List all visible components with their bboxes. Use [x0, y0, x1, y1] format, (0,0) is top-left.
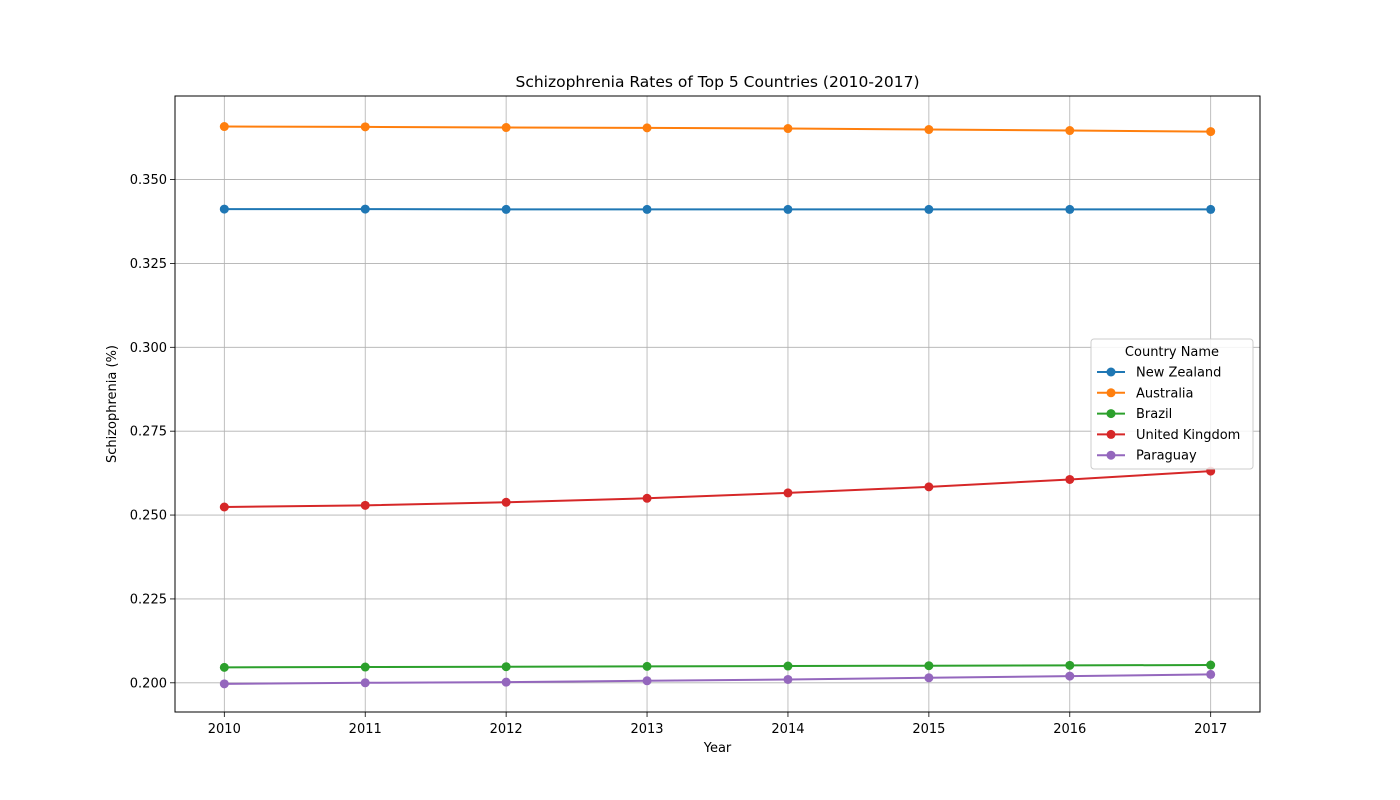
x-tick-label: 2011 [349, 722, 382, 737]
legend-item-new-zealand: New Zealand [1097, 366, 1221, 381]
legend-swatch-marker [1106, 429, 1116, 439]
data-point-new-zealand [501, 204, 511, 214]
y-tick-label: 0.350 [130, 173, 167, 188]
data-point-new-zealand [924, 204, 934, 214]
x-tick-label: 2015 [912, 722, 945, 737]
data-point-united-kingdom [783, 488, 793, 498]
y-axis-title: Schizophrenia (%) [105, 345, 120, 463]
x-tick-label: 2016 [1053, 722, 1086, 737]
data-point-new-zealand [642, 204, 652, 214]
data-point-australia [1065, 126, 1075, 136]
data-point-paraguay [360, 678, 370, 688]
data-point-brazil [783, 661, 793, 671]
series-line-australia [224, 125, 1211, 133]
data-point-paraguay [924, 673, 934, 683]
axes-frame [174, 95, 1261, 713]
legend-item-paraguay: Paraguay [1097, 449, 1197, 464]
y-tick-label: 0.300 [130, 341, 167, 356]
legend-swatch-marker [1106, 367, 1116, 377]
data-point-united-kingdom [501, 497, 511, 507]
series-line-brazil [224, 664, 1211, 669]
data-point-brazil [501, 662, 511, 672]
data-point-paraguay [1065, 671, 1075, 681]
legend-label: Brazil [1136, 407, 1172, 422]
data-point-australia [1206, 127, 1216, 137]
data-point-australia [924, 125, 934, 135]
x-tick-label: 2014 [771, 722, 804, 737]
data-point-paraguay [783, 674, 793, 684]
series-line-united-kingdom [224, 470, 1211, 509]
data-point-brazil [924, 661, 934, 671]
y-tick-label: 0.325 [130, 257, 167, 272]
data-point-brazil [360, 662, 370, 672]
x-tick-label: 2012 [490, 722, 523, 737]
data-point-united-kingdom [924, 482, 934, 492]
legend-item-united-kingdom: United Kingdom [1097, 428, 1240, 443]
legend-label: New Zealand [1136, 366, 1221, 381]
data-point-new-zealand [783, 204, 793, 214]
data-point-paraguay [1206, 669, 1216, 679]
data-point-new-zealand [219, 204, 229, 214]
series-paraguay [219, 669, 1216, 689]
data-point-australia [501, 123, 511, 133]
data-point-united-kingdom [642, 493, 652, 503]
data-point-brazil [219, 662, 229, 672]
legend-title: Country Name [1125, 345, 1219, 360]
x-axis-title: Year [703, 741, 732, 756]
legend-label: Australia [1136, 386, 1194, 401]
data-point-paraguay [501, 677, 511, 687]
y-tick-label: 0.200 [130, 676, 167, 691]
legend-label: Paraguay [1136, 449, 1197, 464]
y-tick-label: 0.275 [130, 425, 167, 440]
legend-swatch-marker [1106, 388, 1116, 398]
data-point-australia [642, 123, 652, 133]
data-point-brazil [1206, 660, 1216, 670]
legend-swatch-marker [1106, 450, 1116, 460]
legend-label: United Kingdom [1136, 428, 1240, 443]
legend: Country Name New Zealand Australia Brazil Un… [1090, 338, 1254, 470]
series-australia [219, 122, 1216, 137]
chart-title: Schizophrenia Rates of Top 5 Countries (… [515, 73, 919, 91]
y-axis: 0.200 0.225 0.250 0.275 0.300 0.325 0.350 [130, 173, 175, 691]
legend-swatch-marker [1106, 409, 1116, 419]
data-point-new-zealand [360, 204, 370, 214]
series-new-zealand [219, 204, 1216, 214]
x-tick-label: 2010 [208, 722, 241, 737]
series-line-paraguay [224, 673, 1211, 685]
y-tick-label: 0.225 [130, 592, 167, 607]
data-point-australia [783, 124, 793, 134]
data-point-new-zealand [1065, 204, 1075, 214]
data-point-united-kingdom [1065, 474, 1075, 484]
x-tick-label: 2017 [1194, 722, 1227, 737]
y-tick-label: 0.250 [130, 509, 167, 524]
data-point-united-kingdom [360, 500, 370, 510]
series-brazil [219, 660, 1216, 672]
data-point-brazil [1065, 660, 1075, 670]
data-point-paraguay [642, 676, 652, 686]
data-point-paraguay [219, 679, 229, 689]
data-point-brazil [642, 661, 652, 671]
x-tick-label: 2013 [630, 722, 663, 737]
legend-item-brazil: Brazil [1097, 407, 1172, 422]
legend-item-australia: Australia [1097, 386, 1194, 401]
data-point-australia [360, 122, 370, 132]
data-point-new-zealand [1206, 204, 1216, 214]
legend-box [1090, 338, 1254, 470]
x-axis: 2010 2011 2012 2013 2014 2015 2016 2017 [208, 712, 1227, 737]
data-point-australia [219, 122, 229, 132]
data-point-united-kingdom [219, 502, 229, 512]
